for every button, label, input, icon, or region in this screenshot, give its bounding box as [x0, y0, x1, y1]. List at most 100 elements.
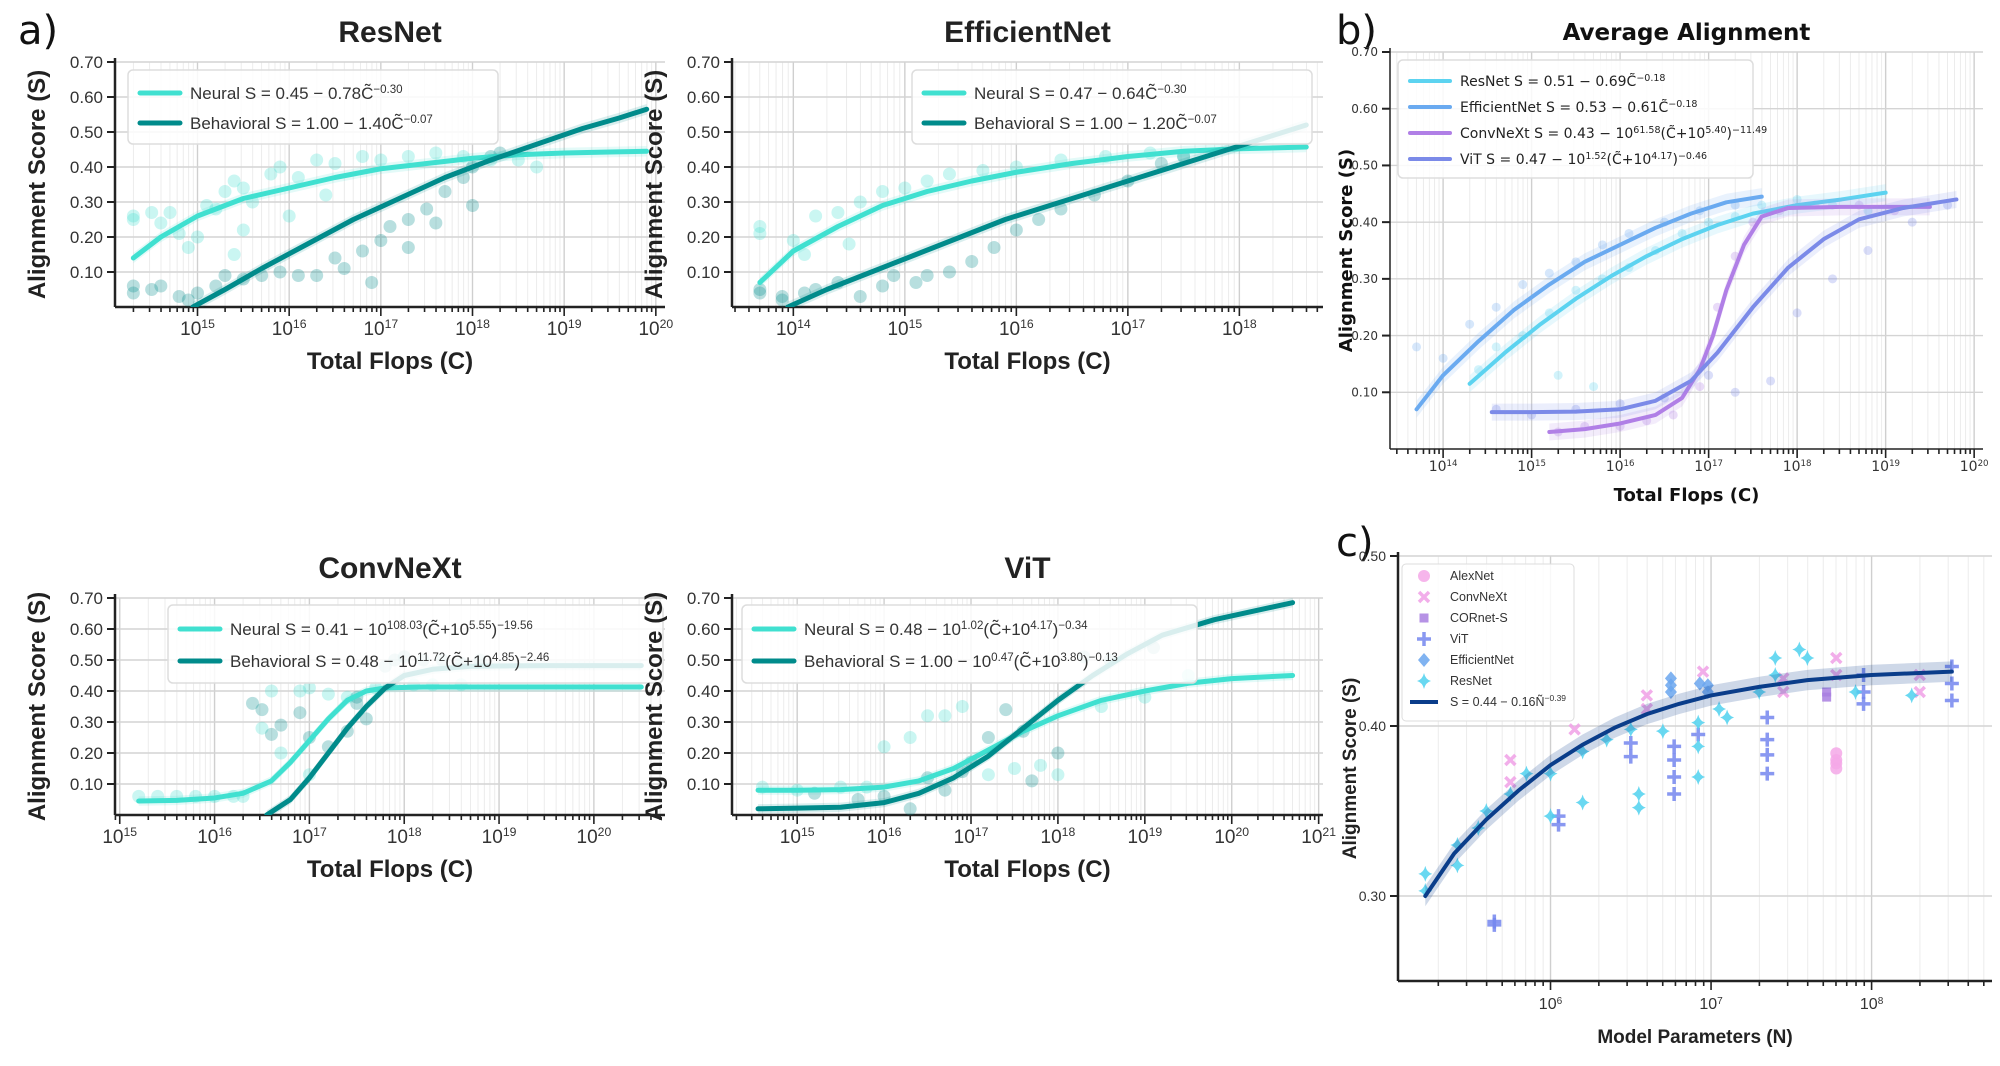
legend-box [741, 604, 1198, 684]
x-tick-base: 10 [1110, 319, 1131, 340]
x-tick-label: 1019 [547, 317, 582, 340]
x-tick-label: 1020 [577, 825, 612, 848]
x-tick-exponent: 17 [1712, 459, 1723, 469]
data-point-resnet [1848, 684, 1863, 700]
legend-label: AlexNet [1450, 569, 1494, 583]
x-tick-exponent: 19 [1149, 825, 1163, 839]
data-point [920, 269, 934, 282]
x-tick-base: 10 [638, 319, 659, 340]
x-tick-label: 107 [1699, 996, 1723, 1014]
data-point [191, 230, 204, 244]
chart-title: EfficientNet [944, 16, 1111, 49]
data-point [321, 687, 335, 701]
x-tick-label: 1018 [387, 825, 422, 848]
data-point [981, 731, 995, 744]
data-point [273, 265, 287, 279]
x-tick-exponent: 16 [218, 825, 232, 839]
legend-marker-convnext [1417, 590, 1431, 604]
legend-text: ) [514, 652, 520, 671]
legend-marker-cornet-s [1419, 613, 1429, 623]
x-tick-exponent: 17 [385, 317, 399, 331]
x-tick-label: 108 [1860, 996, 1884, 1014]
data-point [246, 696, 259, 710]
data-point-convnext [1830, 651, 1843, 665]
x-tick-base: 10 [1222, 319, 1243, 340]
legend: AlexNet ConvNeXt CORnet-S ViT EfficientNet Re… [1401, 563, 1575, 722]
data-point [154, 216, 168, 230]
x-axis-label: Total Flops (C) [944, 348, 1110, 375]
legend-label: EfficientNet [1450, 653, 1514, 667]
legend-exponent: 61.58 [1633, 124, 1660, 135]
legend-text: S = 0.51 − 0.69C̃ [1514, 73, 1636, 90]
data-point [903, 731, 917, 744]
data-point [976, 164, 990, 177]
data-point-vit [1667, 753, 1682, 767]
data-point-convnext [1568, 723, 1581, 736]
data-point [938, 783, 952, 797]
fit-curve-neural [757, 144, 1309, 285]
legend: Neural S = 0.48 − 101.02(C̃+104.17)−0.34… [741, 604, 1198, 684]
legend: Neural S = 0.47 − 0.64C̃−0.30 Behavioral … [911, 69, 1313, 145]
data-point-vit [1667, 739, 1682, 754]
data-point [282, 209, 296, 223]
legend-exponent: −0.07 [1188, 114, 1217, 126]
y-tick-label: 0.20 [70, 744, 103, 763]
data-point [831, 206, 845, 219]
legend-text: S = 0.53 − 0.61C̃ [1546, 99, 1668, 116]
data-point-cornet-s [1822, 687, 1832, 697]
data-point [1589, 382, 1599, 392]
data-point-resnet [1575, 794, 1590, 811]
data-point-resnet [1575, 743, 1590, 760]
y-tick-label: 0.30 [70, 193, 103, 212]
x-tick-exponent: 18 [1801, 459, 1812, 469]
x-tick-exponent: 16 [1624, 459, 1635, 469]
data-point [291, 269, 305, 282]
data-point-resnet [1752, 684, 1767, 700]
data-point [775, 293, 789, 307]
legend-exponent: 1.02 [961, 620, 983, 632]
panel-letter-a: a) [18, 8, 59, 54]
data-point-vit [1944, 693, 1959, 708]
data-point-resnet [1623, 721, 1638, 738]
data-point [293, 706, 307, 720]
y-tick-label: 0.30 [687, 193, 720, 212]
legend-exponent: 5.55 [469, 620, 491, 632]
x-tick-exponent: 15 [124, 825, 138, 839]
x-tick-base: 10 [292, 827, 313, 848]
x-tick-exponent: 16 [293, 317, 307, 331]
x-tick-label: 1019 [1871, 459, 1900, 475]
legend-label: ResNet S = 0.51 − 0.69C̃−0.18 [1460, 72, 1666, 90]
x-tick-label: 1017 [1694, 459, 1723, 475]
panel-letter-b: b) [1336, 8, 1377, 54]
legend-text: (C̃+10 [1607, 151, 1652, 168]
data-point [328, 251, 342, 265]
x-tick-base: 10 [1041, 827, 1062, 848]
x-tick-label: 1018 [455, 317, 490, 340]
legend-text: Neural [190, 84, 240, 103]
x-tick-exponent: 17 [975, 825, 989, 839]
x-tick-label: 1017 [292, 825, 327, 848]
x-tick-exponent: 14 [797, 317, 811, 331]
plot-area [1418, 641, 1959, 932]
data-point-vit [1623, 736, 1638, 750]
y-tick-label: 0.30 [70, 713, 103, 732]
legend-text: S = 0.43 − 10 [1534, 126, 1633, 142]
x-axis-label: Model Parameters (N) [1597, 1027, 1792, 1048]
chart-efficientnet: EfficientNet 0.10 0.20 0.30 0.40 0.50 0.60 0.70… [641, 16, 1323, 375]
x-tick-base: 10 [999, 319, 1020, 340]
legend-label: Behavioral S = 0.48 − 1011.72(C̃+104.85)… [230, 651, 549, 671]
y-tick-label: 0.30 [1351, 272, 1378, 286]
legend-box [167, 604, 664, 684]
legend-exponent: 3.80 [1060, 652, 1082, 664]
data-point [877, 740, 891, 754]
data-point-convnext [1640, 689, 1654, 702]
legend-exponent: −0.30 [373, 84, 402, 96]
data-point-vit [1623, 749, 1638, 764]
data-point [145, 206, 159, 219]
data-point-convnext [1696, 665, 1710, 678]
data-point-resnet [1691, 769, 1706, 785]
legend-exponent: −0.30 [1157, 84, 1186, 96]
data-point [466, 199, 479, 212]
legend-exponent: 5.40 [1705, 124, 1726, 135]
